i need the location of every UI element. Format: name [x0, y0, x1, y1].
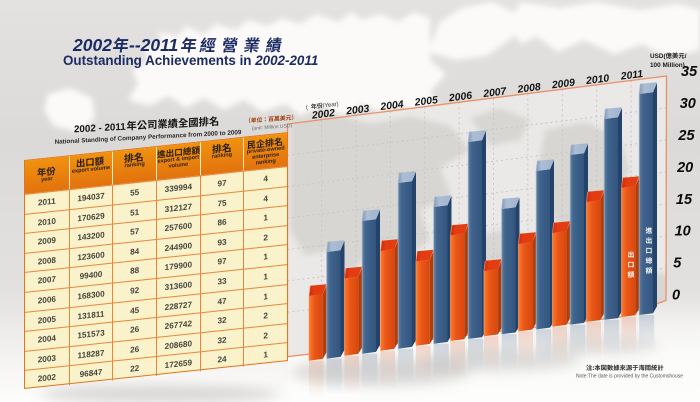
- svg-text:2002 - 2011: 2002 - 2011: [74, 122, 126, 136]
- svg-text:2011: 2011: [619, 69, 644, 83]
- svg-text:--2011: --2011: [129, 35, 178, 55]
- svg-text:2006: 2006: [447, 91, 472, 105]
- svg-text:2004: 2004: [379, 99, 404, 113]
- svg-text:Note:The date is provided by t: Note:The date is provided by the Customs…: [576, 374, 683, 380]
- svg-text:Outstanding Achievements in 20: Outstanding Achievements in 2002-2011: [63, 53, 318, 68]
- svg-text:30: 30: [680, 96, 696, 112]
- svg-text:2005: 2005: [413, 95, 438, 109]
- svg-text:2002: 2002: [72, 35, 112, 55]
- svg-text:10: 10: [675, 224, 691, 240]
- svg-text:2002: 2002: [310, 108, 335, 122]
- svg-text:35: 35: [681, 64, 698, 80]
- svg-text:/: /: [685, 53, 687, 60]
- svg-text:(: (: [306, 105, 309, 111]
- svg-text:USD(: USD(: [650, 53, 666, 60]
- svg-text:20: 20: [676, 160, 693, 176]
- svg-text:25: 25: [677, 128, 695, 144]
- svg-text:2010: 2010: [585, 73, 610, 87]
- svg-text:0: 0: [672, 288, 680, 304]
- svg-text:15: 15: [676, 192, 693, 208]
- svg-text:2008: 2008: [516, 82, 541, 96]
- svg-text:/Year): /Year): [323, 102, 339, 110]
- svg-text:2003: 2003: [345, 104, 370, 118]
- svg-text:(unit: Million USD): (unit: Million USD): [252, 123, 293, 132]
- svg-text:2009: 2009: [550, 78, 575, 92]
- svg-text:100 Million): 100 Million): [650, 62, 685, 69]
- svg-text:5: 5: [673, 256, 682, 272]
- svg-text:2007: 2007: [482, 86, 508, 100]
